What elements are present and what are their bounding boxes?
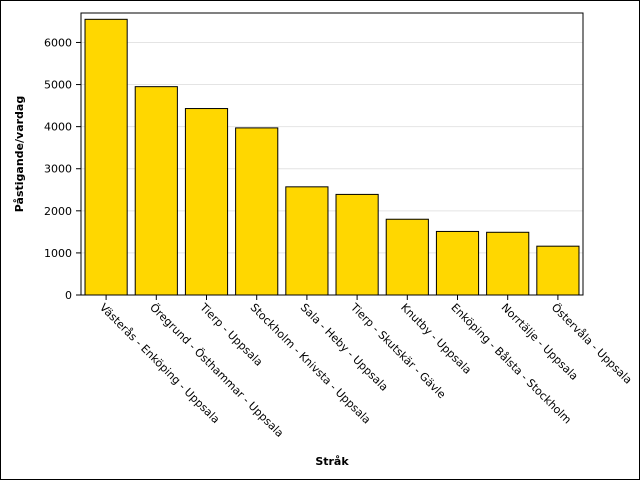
x-category-label: Tierp - Skutskär - Gävle: [347, 300, 448, 401]
bar: [84, 18, 128, 296]
bar: [435, 230, 480, 296]
y-tick-label: 4000: [44, 121, 72, 134]
x-category-label: Östervåla - Uppsala: [549, 301, 635, 387]
y-tick-label: 1000: [44, 247, 72, 260]
bar: [335, 193, 379, 296]
y-tick-label: 3000: [44, 163, 72, 176]
bar: [385, 218, 429, 296]
y-tick-label: 0: [65, 289, 72, 302]
y-tick-label: 2000: [44, 205, 72, 218]
x-category-label: Sala - Heby - Uppsala: [298, 301, 391, 394]
bars: [84, 18, 580, 296]
bar: [536, 245, 580, 296]
plot-area-border: [80, 12, 584, 296]
bar: [285, 186, 329, 296]
x-axis-title: Stråk: [315, 455, 349, 468]
bar: [486, 231, 530, 296]
y-axis: 0 1000 2000 3000 4000 5000 6000: [44, 36, 81, 302]
bar: [134, 86, 178, 296]
y-tick-label: 5000: [44, 79, 72, 92]
y-tick-label: 6000: [44, 36, 72, 49]
y-axis-title: Påstigande/vardag: [13, 96, 26, 212]
bar: [184, 108, 229, 296]
bar: [235, 127, 279, 296]
